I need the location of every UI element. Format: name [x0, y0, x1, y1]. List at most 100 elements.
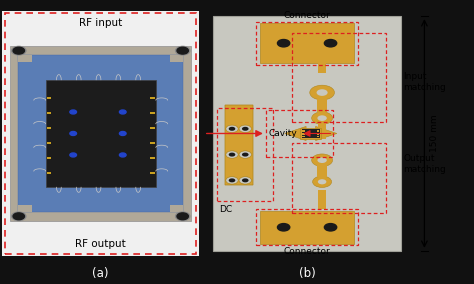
Bar	[217, 108, 273, 201]
Circle shape	[242, 153, 248, 156]
Bar	[150, 157, 155, 159]
Circle shape	[242, 127, 248, 131]
Bar	[18, 55, 32, 62]
Circle shape	[70, 131, 76, 135]
Bar	[46, 172, 51, 174]
Circle shape	[239, 125, 251, 132]
Bar	[266, 110, 333, 157]
Bar	[170, 55, 183, 62]
Bar	[5, 13, 196, 254]
Bar	[319, 114, 326, 128]
Circle shape	[324, 39, 337, 47]
Circle shape	[226, 177, 238, 184]
Bar	[150, 127, 155, 129]
Circle shape	[277, 224, 290, 231]
Circle shape	[312, 112, 333, 124]
Circle shape	[324, 224, 337, 231]
Text: (a): (a)	[92, 267, 109, 280]
Bar	[46, 127, 51, 129]
Polygon shape	[285, 126, 306, 141]
Circle shape	[239, 125, 251, 132]
Circle shape	[226, 151, 238, 158]
Bar	[225, 105, 253, 185]
Circle shape	[119, 153, 126, 157]
Circle shape	[317, 89, 328, 96]
Circle shape	[277, 39, 290, 47]
Text: Connector: Connector	[284, 247, 330, 256]
Circle shape	[226, 151, 238, 158]
Circle shape	[228, 153, 235, 156]
Circle shape	[175, 212, 190, 221]
Bar	[213, 16, 401, 251]
Circle shape	[226, 125, 238, 132]
Bar	[256, 22, 358, 64]
Circle shape	[175, 46, 190, 55]
Bar	[302, 133, 305, 135]
Circle shape	[318, 179, 327, 184]
Circle shape	[226, 177, 238, 184]
Bar	[317, 136, 319, 137]
Bar	[302, 130, 305, 132]
Circle shape	[239, 177, 251, 184]
Bar	[18, 205, 32, 212]
Circle shape	[119, 131, 126, 135]
Circle shape	[242, 178, 248, 182]
Circle shape	[70, 110, 76, 114]
Text: DC: DC	[219, 205, 232, 214]
Circle shape	[12, 212, 26, 221]
Bar	[256, 209, 358, 245]
Text: Cavity: Cavity	[268, 129, 297, 138]
Bar	[2, 11, 199, 256]
Bar	[317, 133, 319, 135]
Circle shape	[228, 127, 235, 131]
Bar	[150, 97, 155, 99]
Circle shape	[239, 151, 251, 158]
Text: Input
matching: Input matching	[403, 72, 446, 92]
Bar	[292, 143, 386, 213]
Bar	[301, 128, 321, 139]
Polygon shape	[316, 126, 337, 141]
Bar	[46, 97, 51, 99]
Bar	[319, 190, 326, 208]
Circle shape	[70, 153, 76, 157]
Text: Connector: Connector	[284, 11, 330, 20]
Text: Output
matching: Output matching	[403, 154, 446, 174]
Circle shape	[177, 47, 188, 54]
Circle shape	[239, 151, 251, 158]
Bar	[170, 205, 183, 212]
Circle shape	[13, 213, 25, 220]
Circle shape	[228, 178, 235, 182]
Text: 150 mm: 150 mm	[430, 115, 439, 152]
Circle shape	[119, 110, 126, 114]
Text: RF output: RF output	[75, 239, 126, 249]
Bar	[319, 106, 326, 139]
Bar	[46, 157, 51, 159]
Bar	[317, 130, 319, 132]
Circle shape	[239, 177, 251, 184]
Bar	[292, 33, 386, 122]
Bar	[260, 23, 354, 63]
Circle shape	[13, 47, 25, 54]
Circle shape	[318, 157, 327, 163]
Bar	[18, 55, 183, 212]
Circle shape	[177, 213, 188, 220]
Text: (b): (b)	[299, 267, 316, 280]
Bar	[319, 59, 326, 72]
Bar	[150, 112, 155, 114]
Circle shape	[242, 127, 248, 131]
Bar	[302, 136, 305, 137]
Bar	[46, 142, 51, 144]
Circle shape	[228, 178, 235, 182]
Bar	[46, 80, 156, 187]
Circle shape	[228, 153, 235, 156]
Circle shape	[226, 125, 238, 132]
Bar	[150, 172, 155, 174]
Circle shape	[310, 85, 335, 100]
Text: RF input: RF input	[79, 18, 122, 28]
Circle shape	[242, 178, 248, 182]
Circle shape	[313, 176, 332, 187]
Circle shape	[242, 153, 248, 156]
Bar	[302, 129, 320, 138]
Bar	[10, 45, 191, 222]
Bar	[225, 105, 253, 185]
